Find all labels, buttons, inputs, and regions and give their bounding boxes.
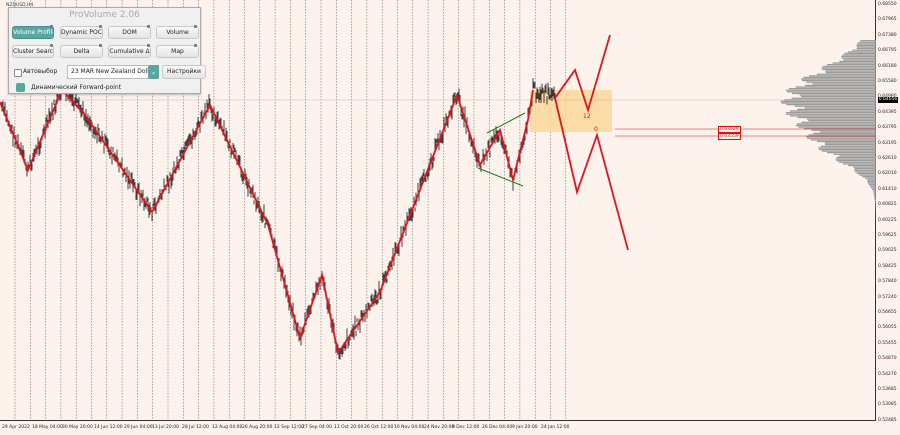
price-tick-label: 0.66795 [878, 48, 897, 54]
price-tick-label: 0.57240 [878, 294, 897, 300]
price-tick-label: 0.67965 [878, 17, 897, 23]
cumulative-delta-button[interactable]: Cumulative Δ [108, 45, 151, 58]
price-chart[interactable]: 120 [0, 0, 876, 420]
level-label-lower: 0.63559 [718, 133, 741, 140]
price-tick-label: 0.60225 [878, 217, 897, 223]
cluster-search-menu-icon[interactable] [50, 44, 53, 47]
price-bars [1, 78, 556, 360]
time-tick-label: 12 Sep 12:00 [274, 425, 305, 430]
symbol-label: NZDUSD,H4 [6, 3, 34, 8]
cluster-search-button[interactable]: Cluster Search [12, 45, 54, 58]
channel-line-lower [477, 167, 524, 187]
price-tick-label: 0.59625 [878, 233, 897, 238]
price-tick-label: 0.66180 [878, 63, 897, 69]
price-tick-label: 0.55455 [878, 340, 897, 346]
dynamic-forward-point-toggle[interactable] [16, 83, 25, 92]
price-tick-label: 0.64980 [878, 94, 897, 99]
price-tick-label: 0.56055 [878, 325, 897, 331]
volume-menu-icon[interactable] [194, 25, 197, 28]
price-tick-label: 0.60825 [878, 202, 897, 208]
price-tick-label: 0.57840 [878, 279, 897, 285]
price-tick-label: 0.53685 [878, 387, 897, 392]
price-tick-label: 0.64395 [878, 109, 897, 115]
dynamic-poc-menu-icon[interactable] [99, 25, 102, 28]
dom-button[interactable]: DOM [108, 26, 151, 39]
provolume-panel: ProVolume 2.06 Volume Profile Dynamic PO… [8, 7, 206, 94]
instrument-select[interactable]: 23 MAR New Zealand Dollar [67, 65, 159, 79]
volume-button[interactable]: Volume [156, 26, 199, 39]
volume-profile-histogram [780, 40, 876, 231]
time-tick-label: 24 Jan 12:00 [541, 425, 570, 430]
chevron-down-icon[interactable]: ⌄ [148, 65, 159, 79]
zone-label-upper: 12 [583, 113, 591, 120]
price-tick-label: 0.59025 [878, 248, 897, 254]
time-tick-label: 18 May 04:00 [32, 425, 63, 430]
price-tick-label: 0.62610 [878, 156, 897, 161]
time-tick-label: 24 Nov 20:00 [424, 425, 455, 430]
panel-title: ProVolume 2.06 [69, 10, 140, 20]
price-tick-label: 0.54870 [878, 356, 897, 362]
price-tick-label: 0.65580 [878, 79, 897, 84]
time-tick-label: 29 Apr 2022 [2, 425, 30, 430]
settings-button[interactable]: Настройки [162, 65, 206, 79]
dynamic-forward-point-label: Динамический Forward-point [31, 84, 122, 91]
price-tick-label: 0.52485 [878, 417, 897, 423]
zigzag-line [0, 88, 534, 356]
forecast-zone [530, 90, 612, 132]
time-tick-label: 26 Oct 12:00 [364, 425, 394, 430]
dom-menu-icon[interactable] [147, 25, 150, 28]
delta-button[interactable]: Delta [60, 45, 103, 58]
delta-menu-icon[interactable] [99, 44, 102, 47]
dynamic-poc-button[interactable]: Dynamic POC [60, 26, 103, 39]
price-tick-label: 0.63195 [878, 140, 897, 146]
price-tick-label: 0.54270 [878, 371, 897, 377]
price-tick-label: 0.61410 [878, 186, 897, 192]
time-tick-label: 26 Aug 20:00 [242, 425, 273, 430]
time-tick-label: 27 Sep 04:00 [302, 425, 333, 430]
autoselect-checkbox[interactable] [14, 69, 22, 77]
time-tick-label: 26 Dec 04:00 [482, 425, 513, 430]
channel-line-upper [486, 112, 526, 134]
time-tick-label: 11 Oct 20:00 [334, 425, 364, 430]
time-tick-label: 14 Jun 12:00 [94, 425, 123, 430]
price-tick-label: 0.68550 [878, 2, 897, 7]
cumulative-delta-menu-icon[interactable] [147, 44, 150, 47]
level-label-upper: 0.63629 [718, 126, 741, 133]
price-axis[interactable]: 0.68550 0.67965 0.67380 0.66795 0.66180 0.655… [876, 0, 900, 423]
time-tick-label: 10 Nov 04:00 [394, 425, 425, 430]
time-axis[interactable]: 29 Apr 2022 18 May 04:00 30 May 20:00 14 Ju… [0, 420, 876, 435]
time-tick-label: 12 Aug 04:00 [212, 425, 243, 430]
volume-profile-button[interactable]: Volume Profile [12, 26, 54, 39]
time-tick-label: 9 Jan 20:00 [512, 425, 538, 430]
autoselect-label: Автовыбор [23, 68, 58, 75]
forecast-path-down [554, 97, 629, 251]
forecast-path-up [554, 34, 611, 114]
price-tick-label: 0.67380 [878, 32, 897, 38]
time-tick-label: 28 Jul 12:00 [182, 425, 209, 430]
zone-label-lower: 0 [594, 126, 598, 133]
time-tick-label: 30 May 20:00 [62, 425, 93, 430]
price-tick-label: 0.62010 [878, 171, 897, 177]
price-tick-label: 0.53085 [878, 402, 897, 408]
volume-profile-menu-icon[interactable] [50, 25, 53, 28]
price-tick-label: 0.56655 [878, 310, 897, 315]
price-tick-label: 0.63795 [878, 125, 897, 131]
map-menu-icon[interactable] [194, 44, 197, 47]
time-tick-label: 9 Dec 12:00 [452, 425, 480, 430]
map-button[interactable]: Map [156, 45, 199, 58]
current-price-marker: 0.64056 [878, 97, 898, 103]
time-tick-label: 29 Jun 04:00 [124, 425, 153, 430]
time-tick-label: 13 Jul 20:00 [152, 425, 179, 430]
price-tick-label: 0.58425 [878, 263, 897, 269]
